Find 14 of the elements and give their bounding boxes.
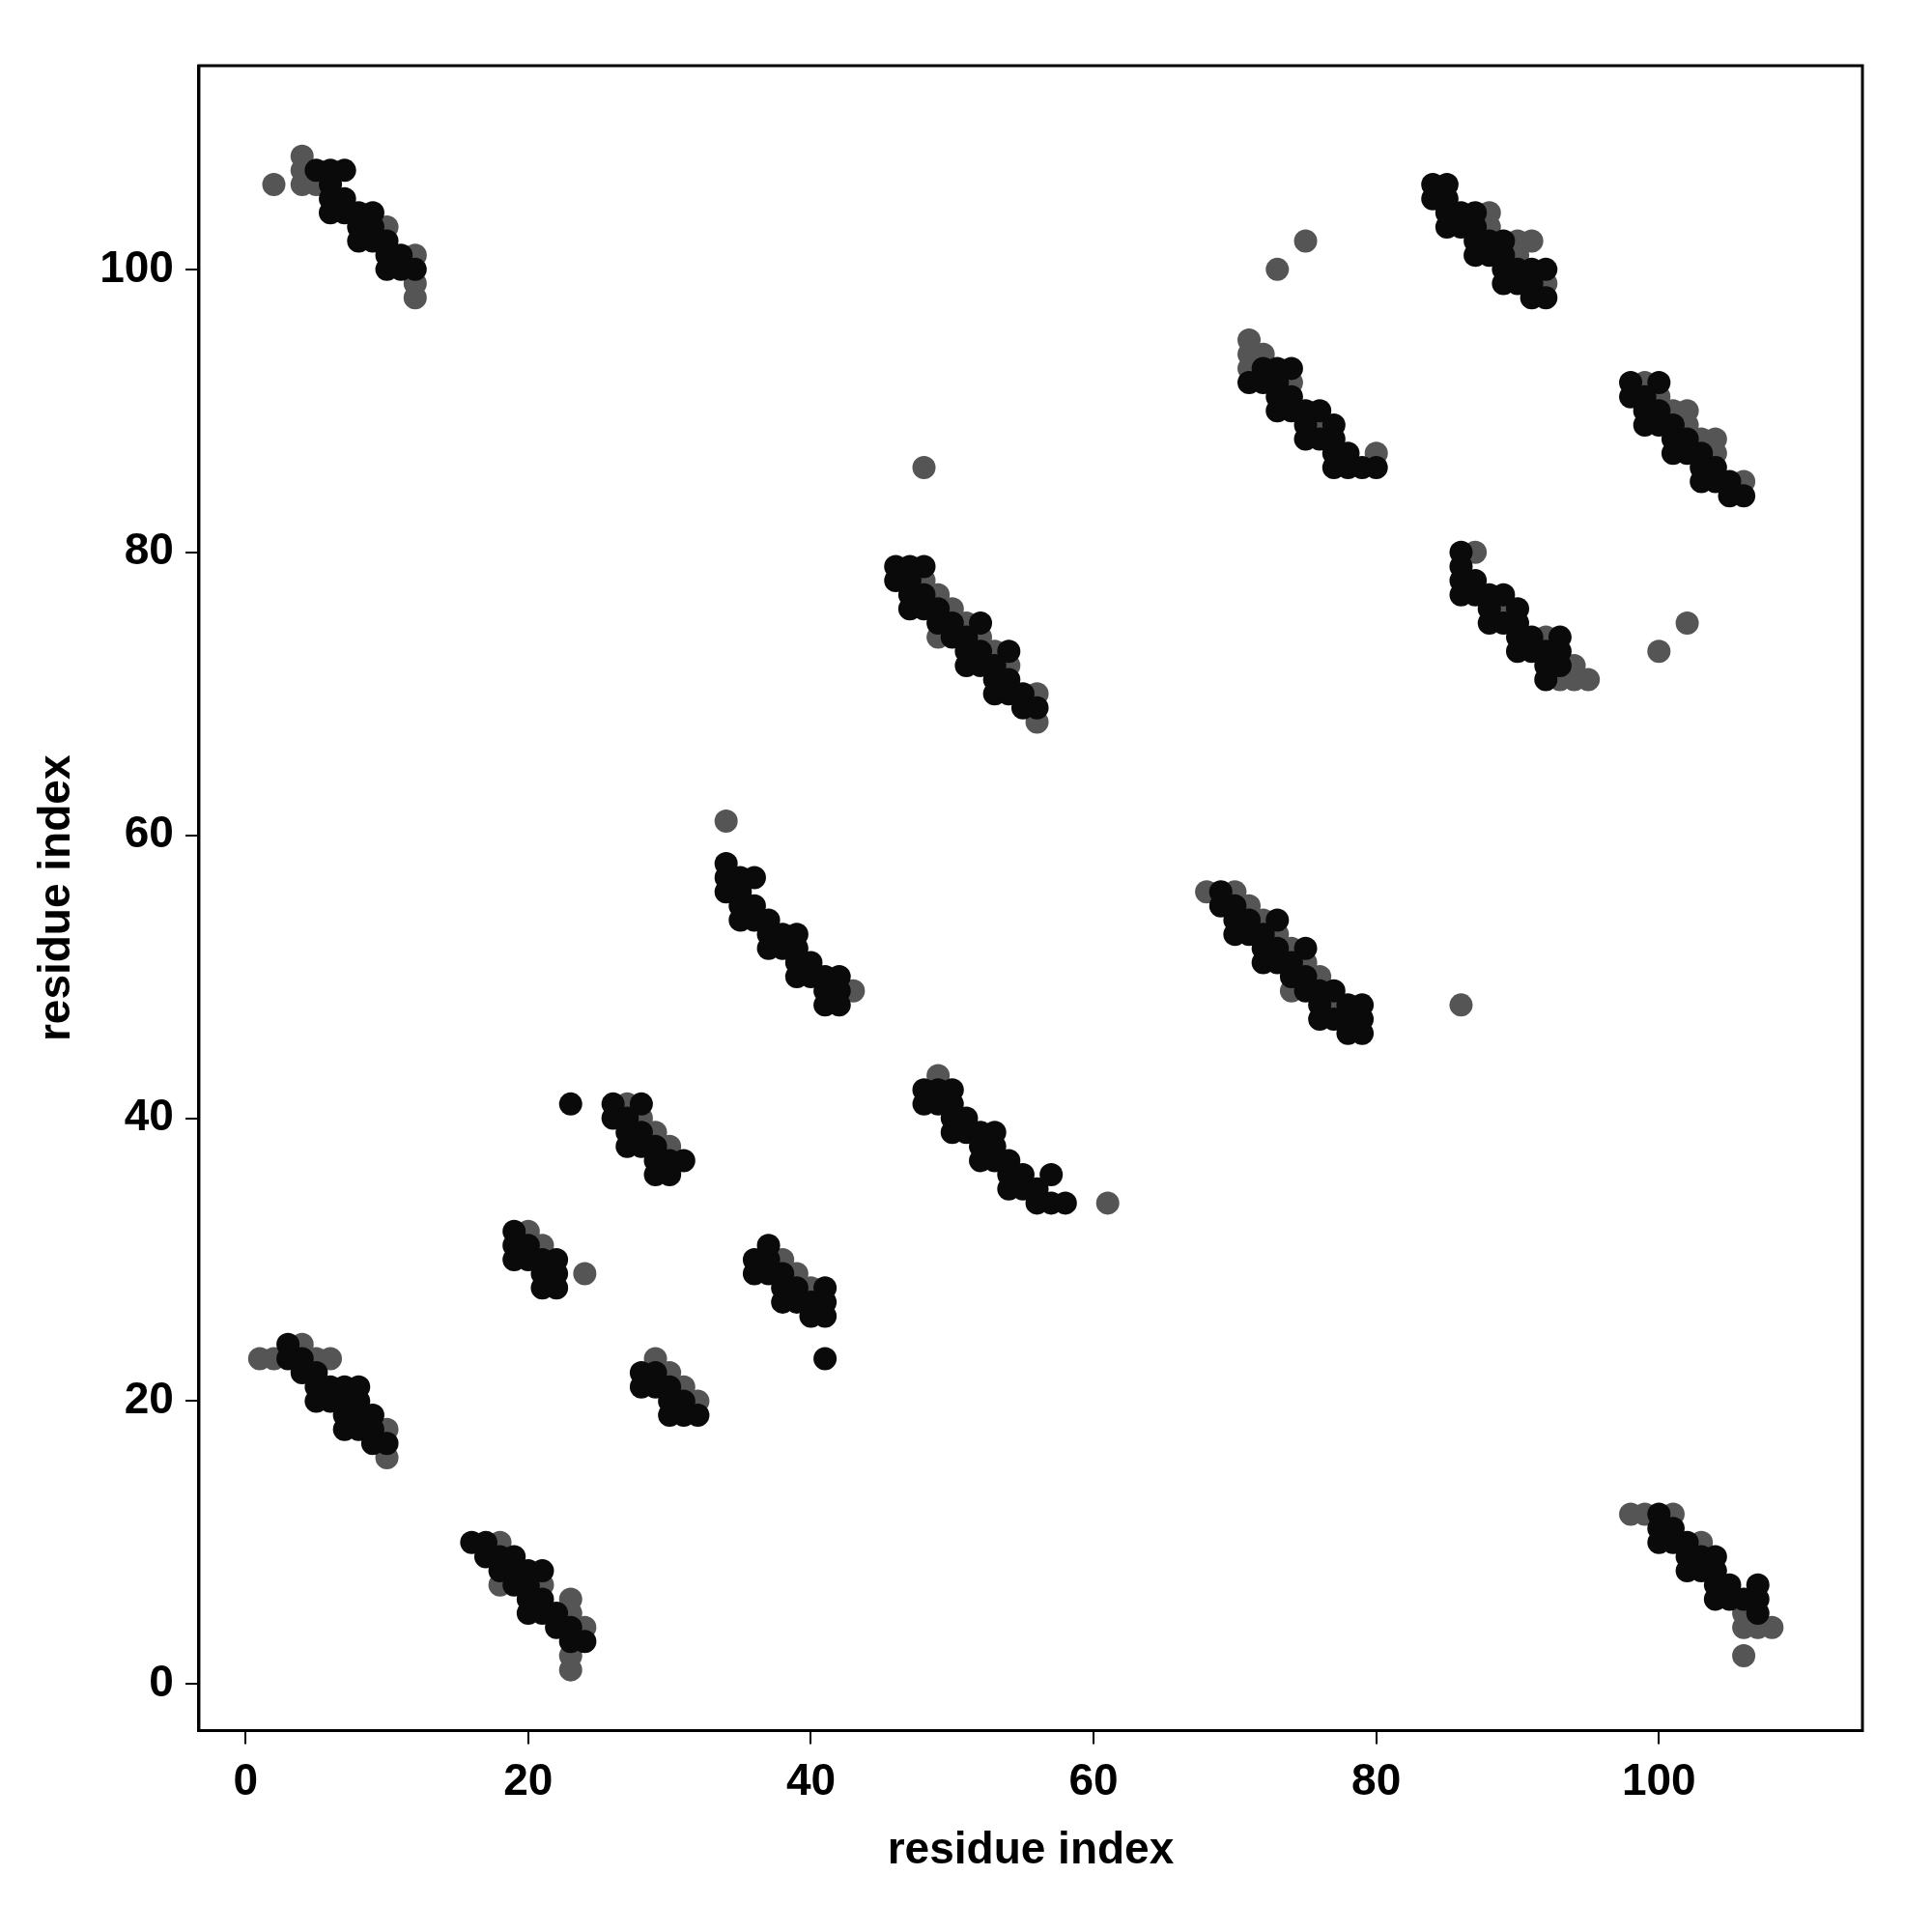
y-tick-label: 40 (124, 1090, 174, 1141)
x-axis-title: residue index (887, 1823, 1175, 1874)
y-tick-label: 80 (124, 524, 174, 575)
y-tick-label: 100 (99, 241, 174, 292)
x-tick-label: 0 (233, 1753, 259, 1804)
x-tick-label: 80 (1351, 1753, 1402, 1804)
y-tick-label: 60 (124, 807, 174, 858)
x-tick-label: 60 (1068, 1753, 1119, 1804)
x-tick-label: 100 (1621, 1753, 1696, 1804)
x-tick-label: 20 (503, 1753, 554, 1804)
x-tick-label: 40 (785, 1753, 837, 1804)
y-tick-label: 20 (124, 1373, 174, 1424)
y-axis-title: residue index (29, 754, 80, 1042)
y-tick-label: 0 (149, 1655, 174, 1706)
